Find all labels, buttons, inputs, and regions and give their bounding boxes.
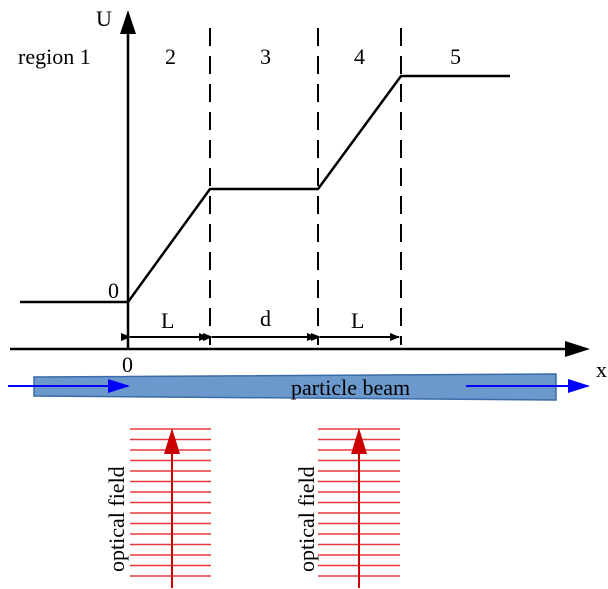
x-axis-label: x [596,357,607,382]
optical-label-right: optical field [294,466,319,572]
width-label-last: L [351,308,364,333]
optical-arrowhead-right [351,428,367,454]
u-axis [120,10,136,348]
width-label-middle: d [260,306,271,331]
beam-label: particle beam [291,375,410,400]
origin-y-label: 0 [108,278,119,303]
particle-beam [33,373,557,401]
optical-arrowhead-left [164,428,180,454]
u-axis-label: U [96,6,112,31]
potential-curve [20,74,510,304]
optical-label-left: optical field [104,466,129,572]
origin-x-label: 0 [122,352,133,377]
region-label-4: 4 [354,44,365,69]
region-label-1: region 1 [18,44,91,69]
region-boundaries [209,28,402,345]
region-label-5: 5 [450,44,461,69]
region-label-3: 3 [260,44,271,69]
x-axis [10,341,590,357]
width-label-first: L [161,308,174,333]
region-label-2: 2 [165,44,176,69]
optical-field-left [130,428,211,577]
